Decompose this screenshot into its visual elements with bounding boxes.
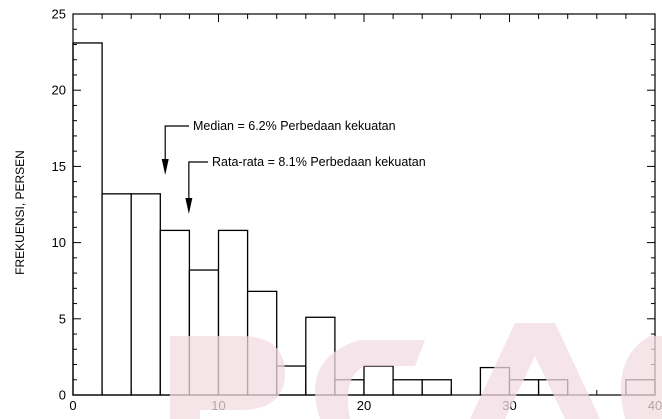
arrow-head [161, 159, 169, 175]
y-axis-label: FREKUENSI, PERSEN [13, 150, 27, 275]
histogram-bar [421, 379, 452, 396]
x-tick-label: 20 [357, 398, 371, 413]
annotation-callout: Rata-rata = 8.1% Perbedaan kekuatan [185, 155, 426, 214]
histogram-bar [72, 42, 103, 396]
y-tick-label: 15 [52, 159, 66, 174]
histogram-bar [363, 365, 394, 396]
histogram-bar [625, 379, 656, 396]
histogram-bar [334, 379, 365, 396]
y-tick-label: 10 [52, 235, 66, 250]
arrow-head [185, 198, 193, 214]
x-tick-label: 0 [69, 398, 76, 413]
annotations: Median = 6.2% Perbedaan kekuatan Rata-rat… [161, 119, 426, 214]
histogram-bar [246, 290, 278, 396]
y-tick-label: 20 [52, 83, 66, 98]
histogram-bar [305, 316, 336, 396]
annotation-label: Rata-rata = 8.1% Perbedaan kekuatan [212, 155, 426, 169]
callout-line [164, 125, 189, 161]
x-tick-label: 10 [211, 398, 225, 413]
x-tick-label: 40 [648, 398, 662, 413]
y-tick-label: 25 [52, 7, 66, 22]
histogram-bar [159, 229, 191, 396]
histogram-bar [130, 193, 161, 396]
callout-line [188, 161, 208, 200]
histogram-bar [276, 365, 307, 396]
annotation-callout: Median = 6.2% Perbedaan kekuatan [161, 119, 396, 175]
histogram-bar [537, 379, 569, 396]
histogram-bar [479, 366, 511, 396]
annotation-label: Median = 6.2% Perbedaan kekuatan [193, 119, 396, 133]
histogram-bar [101, 193, 132, 396]
histogram-bar [217, 229, 249, 396]
histogram-bar [392, 379, 423, 396]
histogram-bar [188, 269, 220, 396]
x-tick-label: 30 [502, 398, 516, 413]
histogram-bar [508, 379, 540, 396]
histogram-bars [72, 42, 656, 396]
y-tick-label: 0 [59, 388, 66, 403]
y-tick-label: 5 [59, 311, 66, 326]
